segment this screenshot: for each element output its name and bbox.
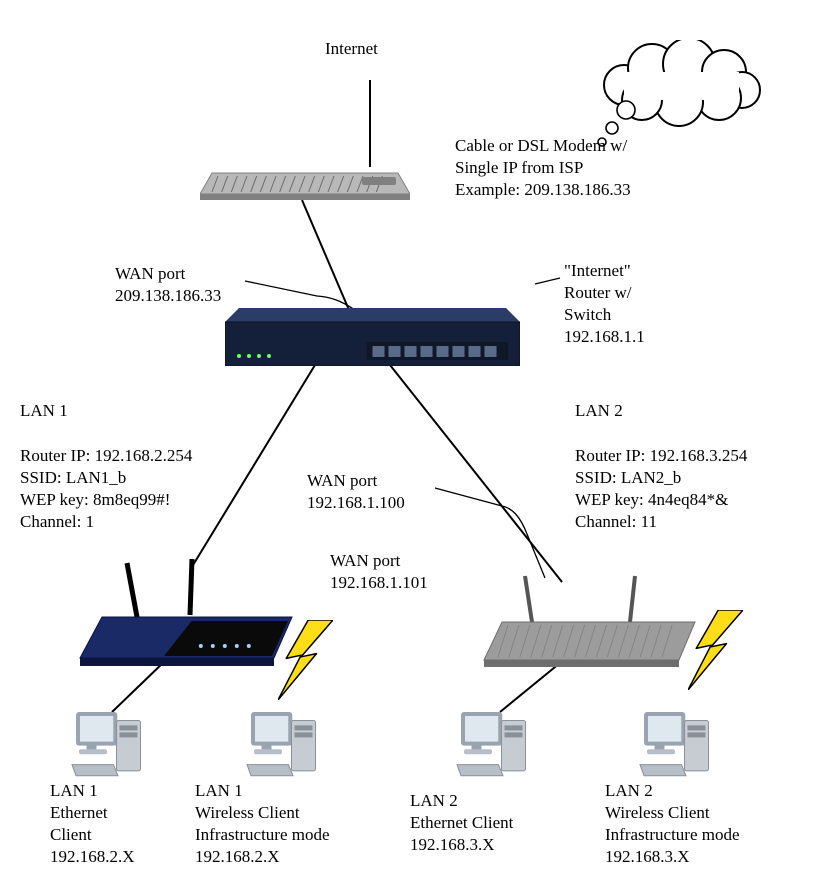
label-wan-top: WAN port 209.138.186.33 [115,263,221,307]
label-lan2-block: Router IP: 192.168.3.254 SSID: LAN2_b WE… [575,445,747,533]
device-pc-lan2-wireless [638,710,713,780]
device-wireless-router-1 [72,555,302,670]
label-lan1-title: LAN 1 [20,400,68,422]
label-client-lan1-eth: LAN 1 Ethernet Client 192.168.2.X [50,780,135,868]
device-pc-lan2-ethernet [455,710,530,780]
lightning-bolt-2 [688,610,743,690]
label-lan1-block: Router IP: 192.168.2.254 SSID: LAN1_b WE… [20,445,192,533]
label-client-lan2-wifi: LAN 2 Wireless Client Infrastructure mod… [605,780,740,868]
device-wireless-router-2 [480,570,705,670]
label-wan-left: WAN port 192.168.1.100 [307,470,405,514]
device-switch [225,308,520,366]
label-lan2-title: LAN 2 [575,400,623,422]
lightning-bolt-1 [278,620,333,700]
label-wan-right: WAN port 192.168.1.101 [330,550,428,594]
device-modem [200,165,410,200]
label-modem-info: Cable or DSL Modem w/ Single IP from ISP… [455,135,631,201]
device-pc-lan1-wireless [245,710,320,780]
label-router-info: "Internet" Router w/ Switch 192.168.1.1 [564,260,645,348]
label-client-lan2-eth: LAN 2 Ethernet Client 192.168.3.X [410,790,513,856]
label-client-lan1-wifi: LAN 1 Wireless Client Infrastructure mod… [195,780,330,868]
label-internet: Internet [325,38,378,60]
device-pc-lan1-ethernet [70,710,145,780]
